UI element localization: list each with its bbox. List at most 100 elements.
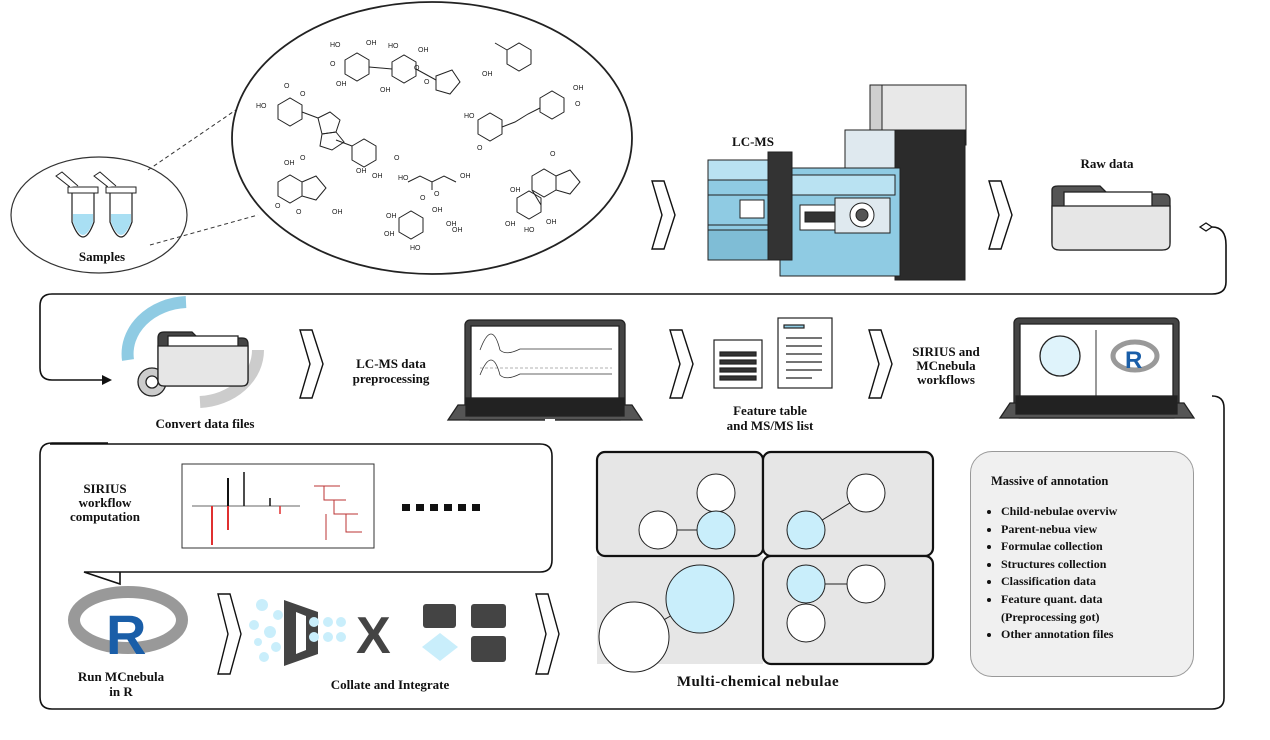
r-logo-big: R — [68, 586, 188, 666]
samples-label: Samples — [78, 249, 126, 264]
tube-icon — [55, 171, 99, 238]
r-logo-small: R — [1110, 339, 1160, 374]
nebulae-panel — [595, 450, 935, 673]
raw-data-label: Raw data — [1080, 156, 1134, 171]
atom-label: O — [424, 79, 430, 86]
chevron-right-icon — [651, 180, 676, 250]
svg-text:R: R — [106, 603, 146, 666]
atom-label: OH — [366, 40, 377, 47]
atom-label: OH — [336, 81, 347, 88]
preprocess-label-2: preprocessing — [352, 371, 430, 386]
atom-label: O — [414, 65, 420, 72]
atom-label: OH — [505, 221, 516, 228]
lcms-instrument-icon — [707, 84, 967, 281]
atom-label: OH — [546, 219, 557, 226]
folder-icon — [1051, 185, 1171, 251]
sirius-wf-label-3: computation — [69, 509, 141, 524]
atom-label: O — [394, 155, 400, 162]
atom-label: HO — [524, 227, 535, 234]
funnel-icon — [284, 600, 318, 666]
atom-label: OH — [460, 173, 471, 180]
sirius-mc-label-2: MCnebula — [916, 358, 976, 373]
annotation-item: Structures collection — [1001, 556, 1117, 574]
annotation-item: Classification data — [1001, 573, 1117, 591]
atom-label: O — [477, 145, 483, 152]
atom-label: HO — [256, 103, 267, 110]
atom-label: OH — [446, 221, 457, 228]
chevron-right-icon — [988, 180, 1013, 250]
flow-diamond — [1198, 222, 1214, 232]
atom-label: HO — [464, 113, 475, 120]
nebulae-label: Multi-chemical nebulae — [676, 674, 840, 690]
chevron-right-icon — [535, 593, 560, 675]
atom-label: OH — [384, 231, 395, 238]
atom-label: OH — [573, 85, 584, 92]
atom-label: O — [575, 101, 581, 108]
annotation-item: Parent-nebua view — [1001, 521, 1117, 539]
chevron-right-icon — [217, 593, 242, 675]
atom-label: OH — [356, 168, 367, 175]
annotation-box: Massive of annotation Child-nebulae over… — [970, 451, 1194, 677]
laptop-preprocessing-icon — [446, 319, 644, 422]
atom-label: O — [434, 191, 440, 198]
zoom-line — [149, 214, 259, 246]
atom-label: O — [275, 203, 281, 210]
x-symbol: X — [356, 607, 391, 665]
flow-arrowhead — [102, 375, 112, 385]
annotation-list: Child-nebulae overviw Parent-nebua view … — [985, 503, 1117, 644]
scatter-dots-icon — [249, 599, 283, 662]
annotation-item: Formulae collection — [1001, 538, 1117, 556]
sirius-mc-label-3: workflows — [917, 372, 975, 387]
atom-label: HO — [410, 245, 421, 252]
sirius-wf-label-1: SIRIUS — [83, 481, 127, 496]
chevron-right-icon — [669, 329, 694, 399]
sirius-wf-label-2: workflow — [78, 495, 132, 510]
molecule-structures — [277, 42, 581, 240]
sirius-mc-label-1: SIRIUS and — [912, 344, 980, 359]
atom-label: O — [300, 91, 306, 98]
atom-label: O — [420, 195, 426, 202]
lcms-label: LC-MS — [732, 134, 774, 149]
run-label-1: Run MCnebula — [77, 669, 165, 684]
annotation-item: (Preprocessing got) — [1001, 609, 1100, 624]
feature-table-icon — [713, 317, 833, 389]
atom-label: OH — [372, 173, 383, 180]
convert-label: Convert data files — [155, 416, 255, 431]
annotation-item: Other annotation files — [1001, 626, 1117, 644]
annotation-item: Feature quant. data — [1001, 591, 1117, 609]
run-label-2: in R — [109, 684, 133, 699]
atom-label: OH — [418, 47, 429, 54]
atom-label: OH — [432, 207, 443, 214]
samples-circle — [10, 156, 188, 274]
collate-label: Collate and Integrate — [330, 677, 450, 692]
atom-label: O — [330, 61, 336, 68]
atom-label: O — [296, 209, 302, 216]
molecules-circle — [231, 1, 633, 275]
atom-label: OH — [452, 227, 463, 234]
chevron-right-icon — [299, 329, 324, 399]
chevron-right-icon — [868, 329, 893, 399]
feature-label-2: and MS/MS list — [726, 418, 814, 433]
atom-label: HO — [398, 175, 409, 182]
feature-label-1: Feature table — [733, 403, 807, 418]
tube-icon — [93, 171, 137, 238]
preprocess-label-1: LC-MS data — [356, 356, 426, 371]
atom-label: HO — [330, 42, 341, 49]
ellipsis-dots — [402, 504, 480, 511]
atom-label: OH — [332, 209, 343, 216]
laptop-workflows-icon — [998, 317, 1196, 419]
atom-label: OH — [284, 160, 295, 167]
flow-connector-top — [39, 226, 1227, 381]
atom-label: O — [300, 155, 306, 162]
annotation-title: Massive of annotation — [991, 474, 1109, 488]
annotation-item: Child-nebulae overviw — [1001, 503, 1117, 521]
svg-text:R: R — [1125, 347, 1142, 374]
atom-label: O — [550, 151, 556, 158]
scatter-dots-icon — [309, 617, 346, 642]
grid-icon — [422, 604, 506, 662]
atom-label: OH — [482, 71, 493, 78]
atom-label: OH — [386, 213, 397, 220]
atom-label: OH — [510, 187, 521, 194]
